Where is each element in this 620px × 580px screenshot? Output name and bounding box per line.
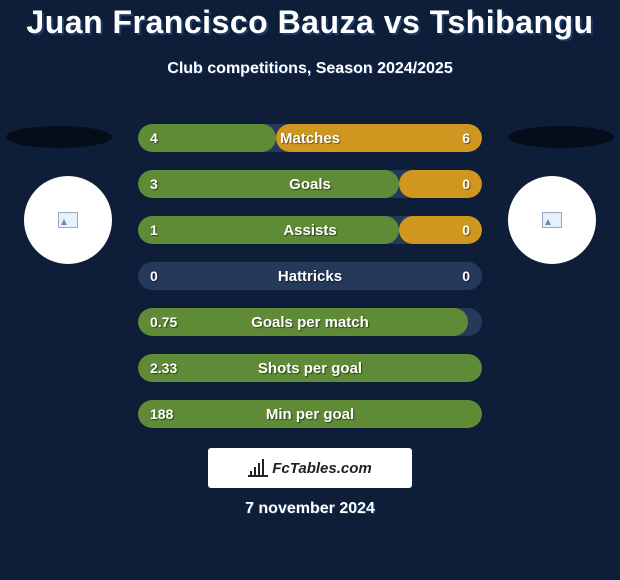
image-placeholder-icon [58, 212, 78, 228]
bar-chart-icon [248, 459, 268, 477]
stat-value-right: 6 [462, 124, 470, 152]
stat-label: Matches [138, 124, 482, 152]
stat-value-left: 2.33 [150, 354, 177, 382]
stat-bar: Goals3 0 [138, 170, 482, 198]
season-subtitle: Club competitions, Season 2024/2025 [0, 60, 620, 78]
comparison-title: Juan Francisco Bauza vs Tshibangu [0, 4, 620, 41]
stat-value-left: 4 [150, 124, 158, 152]
stat-value-right: 0 [462, 262, 470, 290]
snapshot-date: 7 november 2024 [0, 500, 620, 518]
stat-value-left: 0.75 [150, 308, 177, 336]
stat-value-left: 3 [150, 170, 158, 198]
player-left-shadow [6, 126, 112, 148]
player-right-avatar [508, 176, 596, 264]
player-right-shadow [508, 126, 614, 148]
stat-label: Min per goal [138, 400, 482, 428]
logo-text: FcTables.com [272, 460, 371, 477]
stat-value-right: 0 [462, 216, 470, 244]
stat-bar: Assists1 0 [138, 216, 482, 244]
stat-value-left: 0 [150, 262, 158, 290]
stat-bar: Min per goal188 [138, 400, 482, 428]
stat-bar: Goals per match0.75 [138, 308, 482, 336]
stat-label: Hattricks [138, 262, 482, 290]
image-placeholder-icon [542, 212, 562, 228]
player-left-avatar [24, 176, 112, 264]
stat-bar: Matches4 6 [138, 124, 482, 152]
stat-bar: Hattricks0 0 [138, 262, 482, 290]
stat-label: Shots per goal [138, 354, 482, 382]
stat-label: Assists [138, 216, 482, 244]
stats-bars: Matches46Goals30Assists10Hattricks00Goal… [138, 124, 482, 446]
stat-label: Goals [138, 170, 482, 198]
stat-value-left: 188 [150, 400, 173, 428]
stat-bar: Shots per goal2.33 [138, 354, 482, 382]
stat-value-left: 1 [150, 216, 158, 244]
fctables-logo: FcTables.com [208, 448, 412, 488]
stat-label: Goals per match [138, 308, 482, 336]
stat-value-right: 0 [462, 170, 470, 198]
